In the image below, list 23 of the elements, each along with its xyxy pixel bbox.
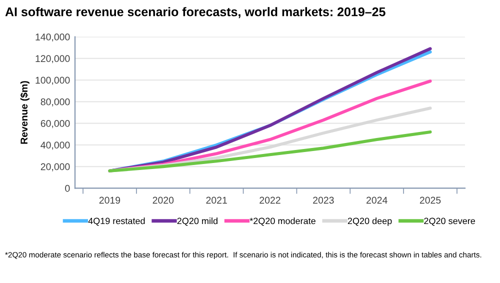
x-tick-label: 2019 [99,196,120,204]
legend-label: 4Q19 restated [88,218,145,226]
legend-label: 2Q20 mild [177,218,218,226]
y-tick-label: 0 [65,184,70,192]
legend-label: *2Q20 moderate [250,218,316,226]
y-tick-label: 20,000 [40,163,70,172]
x-tick-label: 2023 [313,196,334,204]
y-axis-title: Revenue ($m) [20,81,30,144]
y-tick-label: 80,000 [40,98,70,106]
x-tick-label: 2024 [366,196,388,204]
x-tick-label: 2020 [152,196,174,204]
y-tick-label: 100,000 [36,76,70,85]
legend-label: 2Q20 severe [424,218,476,226]
y-tick-label: 120,000 [36,55,70,64]
y-tick-label: 60,000 [40,120,70,128]
x-tick-label: 2022 [260,196,280,204]
x-tick-label: 2021 [206,196,227,204]
legend-label: 2Q20 deep [348,218,392,226]
line-series [108,130,432,172]
x-tick-label: 2025 [420,196,441,204]
chart-title: AI software revenue scenario forecasts, world markets: 2019–25 [5,7,386,18]
y-tick-label: 40,000 [40,142,70,150]
y-tick-label: 140,000 [36,34,70,42]
